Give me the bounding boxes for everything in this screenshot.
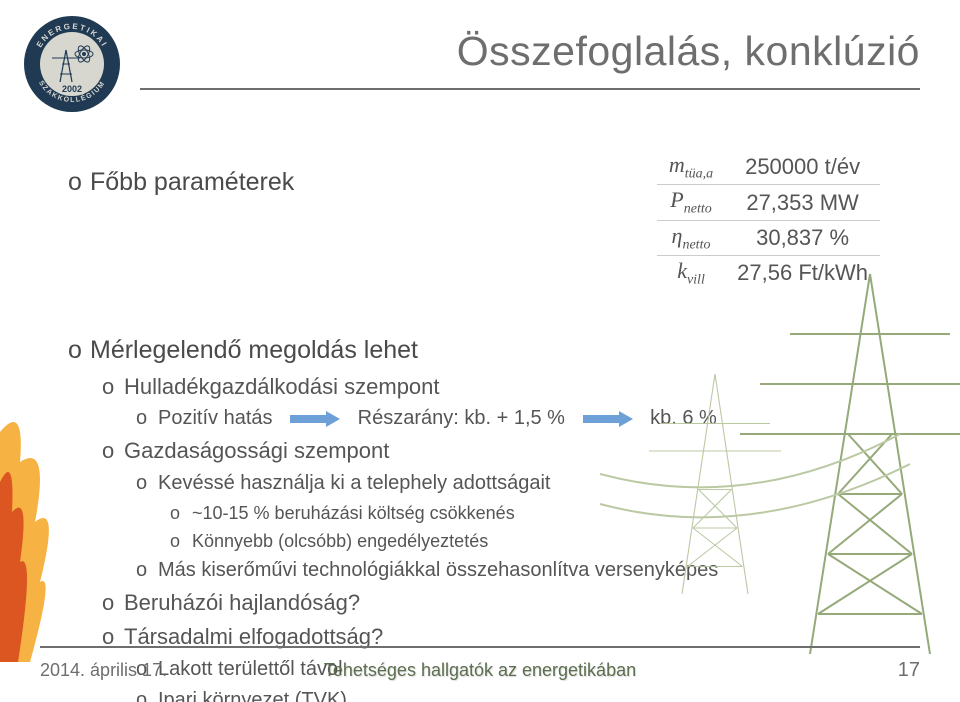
bullet-beruhazo: Beruházói hajlandóság?	[124, 588, 360, 618]
slide-title: Összefoglalás, konklúzió	[250, 28, 920, 75]
bullet-engedely: Könnyebb (olcsóbb) engedélyeztetés	[192, 529, 488, 553]
footer: 2014. április 17. Tehetséges hallgatók a…	[40, 659, 920, 682]
pylon-artwork	[600, 254, 960, 654]
main-params-label: Főbb paraméterek	[90, 166, 294, 200]
bullet-hulladek: Hulladékgazdálkodási szempont	[124, 372, 440, 402]
bullet-koltseg: ~10-15 % beruházási költség csökkenés	[192, 501, 515, 525]
bullet-merlegelendo: Mérlegelendő megoldás lehet	[90, 334, 418, 368]
bullet-ipari: Ipari környezet (TVK)	[158, 687, 347, 702]
footer-rule	[40, 646, 920, 648]
logo: ENERGETIKAI SZAKKOLLÉGIUM 2002	[22, 14, 122, 114]
bullet-gazdasag: Gazdaságossági szempont	[124, 436, 389, 466]
footer-subtitle: Tehetséges hallgatók az energetikában	[40, 660, 920, 681]
bullet-kevesse: Kevéssé használja ki a telephely adottsá…	[158, 470, 550, 497]
flame-artwork	[0, 402, 70, 662]
slide: ENERGETIKAI SZAKKOLLÉGIUM 2002 Összefogl…	[0, 0, 960, 702]
title-rule	[140, 88, 920, 90]
svg-text:2002: 2002	[62, 84, 82, 94]
arrow-icon	[288, 409, 342, 429]
